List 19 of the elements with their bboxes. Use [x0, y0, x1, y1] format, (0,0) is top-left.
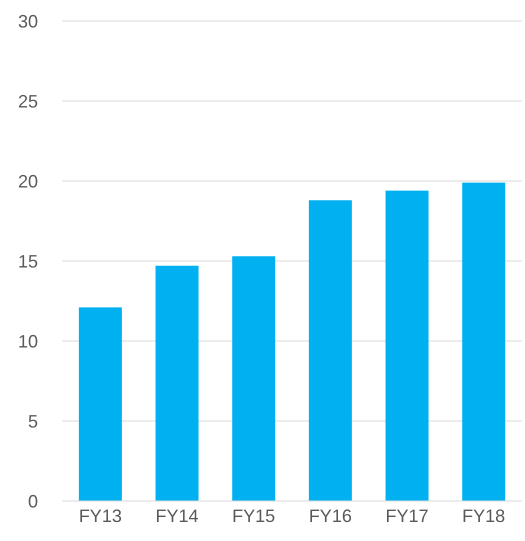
y-tick-label: 5: [28, 411, 38, 432]
x-tick-label: FY17: [385, 506, 429, 526]
bar: [232, 256, 276, 501]
bar: [78, 307, 122, 501]
y-tick-label: 20: [18, 171, 38, 192]
bar: [462, 182, 506, 501]
y-tick-label: 25: [18, 91, 38, 112]
y-tick-label: 10: [18, 331, 38, 352]
bar: [156, 266, 199, 501]
y-tick-label: 15: [18, 251, 38, 272]
bar: [308, 200, 352, 501]
x-tick-label: FY18: [462, 506, 506, 526]
y-tick-label: 30: [18, 11, 38, 32]
x-tick-label: FY15: [232, 506, 276, 526]
x-tick-label: FY16: [308, 506, 352, 526]
y-tick-label: 0: [28, 491, 38, 512]
x-tick-label: FY14: [155, 506, 199, 526]
bar: [386, 190, 429, 501]
x-tick-label: FY13: [78, 506, 122, 526]
